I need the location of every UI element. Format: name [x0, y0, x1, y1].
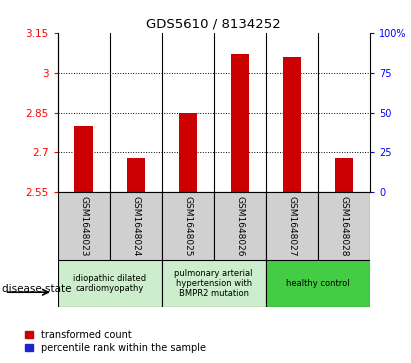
Text: GSM1648025: GSM1648025	[183, 196, 192, 256]
Text: idiopathic dilated
cardiomyopathy: idiopathic dilated cardiomyopathy	[73, 274, 146, 293]
Text: GSM1648023: GSM1648023	[79, 196, 88, 256]
Legend: transformed count, percentile rank within the sample: transformed count, percentile rank withi…	[25, 330, 206, 353]
Bar	[58, 260, 162, 307]
Bar	[162, 192, 214, 260]
Text: GSM1648026: GSM1648026	[235, 196, 244, 256]
Text: pulmonary arterial
hypertension with
BMPR2 mutation: pulmonary arterial hypertension with BMP…	[175, 269, 253, 298]
Text: GSM1648028: GSM1648028	[339, 196, 349, 256]
Text: disease state: disease state	[2, 284, 72, 294]
Bar	[266, 260, 370, 307]
Bar	[283, 57, 301, 192]
Bar	[58, 192, 110, 260]
Bar	[335, 158, 353, 192]
Bar	[214, 192, 266, 260]
Bar	[162, 260, 266, 307]
Bar	[127, 158, 145, 192]
Bar	[231, 54, 249, 192]
Title: GDS5610 / 8134252: GDS5610 / 8134252	[146, 17, 281, 30]
Bar	[178, 113, 197, 192]
Bar	[110, 192, 162, 260]
Text: GSM1648024: GSM1648024	[131, 196, 140, 256]
Bar	[318, 192, 370, 260]
Text: healthy control: healthy control	[286, 279, 350, 288]
Text: GSM1648027: GSM1648027	[287, 196, 296, 256]
Bar	[266, 192, 318, 260]
Bar	[74, 126, 93, 192]
